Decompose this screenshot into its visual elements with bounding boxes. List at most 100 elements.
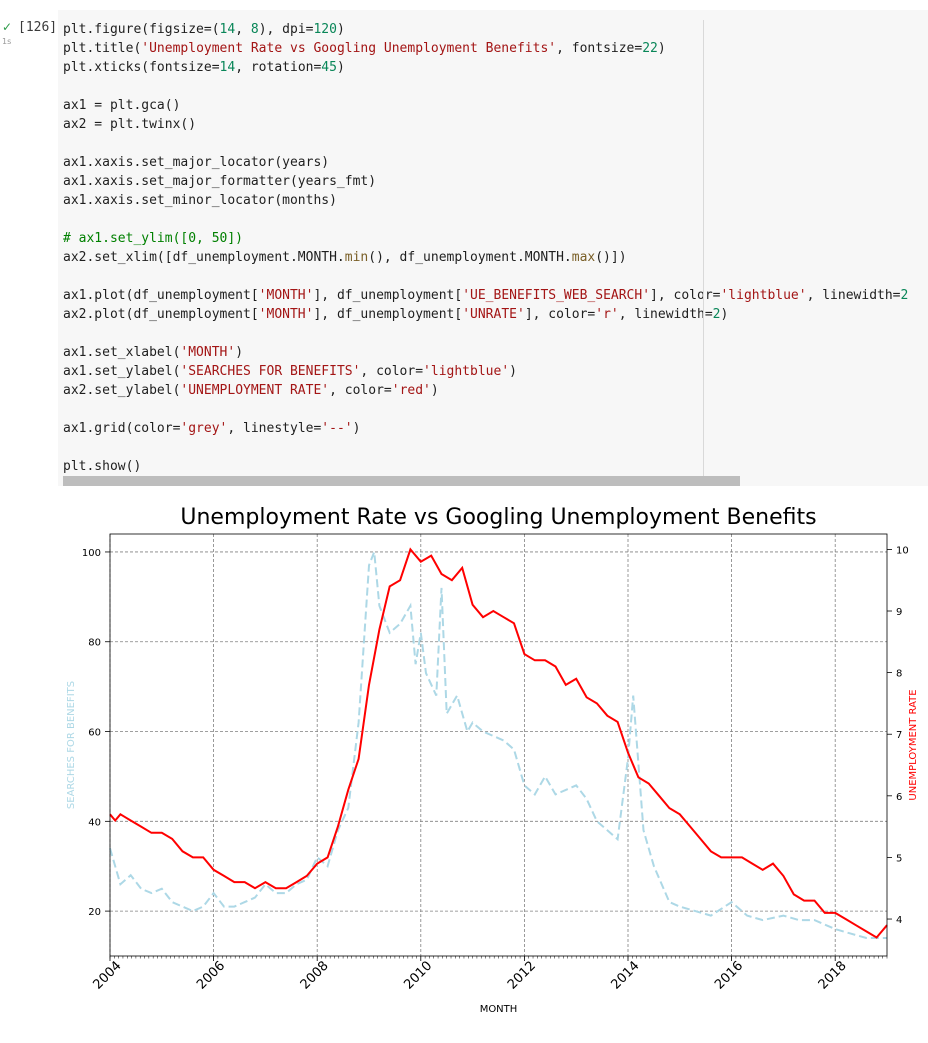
code-token: 120 — [313, 22, 337, 37]
code-token: ) — [720, 307, 729, 322]
code-token: 'UNEMPLOYMENT RATE' — [180, 383, 330, 398]
code-line[interactable]: ax1.xaxis.set_major_locator(years) — [63, 153, 908, 172]
code-line[interactable] — [63, 77, 908, 96]
code-token: , fontsize= — [556, 41, 643, 56]
code-token: 14 — [219, 60, 236, 75]
code-token: 'MONTH' — [180, 345, 236, 360]
y-left-tick-label: 80 — [88, 638, 101, 649]
code-line[interactable]: plt.show() — [63, 457, 908, 476]
code-token: plt.show() — [63, 459, 142, 474]
code-token: ax1.set_ylabel( — [63, 364, 181, 379]
code-line[interactable]: ax1.xaxis.set_major_formatter(years_fmt) — [63, 172, 908, 191]
check-icon: ✓ — [2, 20, 13, 34]
code-token: 2 — [712, 307, 721, 322]
series-line-searches — [109, 551, 887, 939]
code-line[interactable]: ax1.grid(color='grey', linestyle='--') — [63, 419, 908, 438]
code-line[interactable]: ax2.set_xlim([df_unemployment.MONTH.min(… — [63, 248, 908, 267]
code-token: ax1 = plt.gca() — [63, 98, 181, 113]
chart-grid — [109, 534, 887, 956]
code-token: # ax1.set_ylim([0, 50]) — [63, 231, 244, 246]
y-left-tick-label: 20 — [88, 907, 101, 918]
code-line[interactable] — [63, 400, 908, 419]
code-line[interactable]: ax1.set_ylabel('SEARCHES FOR BENEFITS', … — [63, 362, 908, 381]
code-token: , linewidth= — [806, 288, 901, 303]
code-text[interactable]: plt.figure(figsize=(14, 8), dpi=120) plt.… — [63, 20, 908, 476]
code-line[interactable]: plt.title('Unemployment Rate vs Googling… — [63, 39, 908, 58]
code-token: 'UE_BENEFITS_WEB_SEARCH' — [462, 288, 651, 303]
code-token: (), df_unemployment.MONTH. — [368, 250, 572, 265]
code-token: plt.xticks(fontsize= — [63, 60, 220, 75]
y-right-tick-label: 10 — [896, 545, 909, 556]
code-line[interactable] — [63, 210, 908, 229]
code-token: 'UNRATE' — [462, 307, 525, 322]
y-axis-label-left: SEARCHES FOR BENEFITS — [66, 681, 77, 809]
code-line[interactable]: ax2 = plt.twinx() — [63, 115, 908, 134]
code-token: ) — [336, 60, 345, 75]
plot-frame — [109, 533, 888, 957]
x-tick-label: 2004 — [91, 959, 125, 993]
code-token: ax1.plot(df_unemployment[ — [63, 288, 259, 303]
code-token: 'lightblue' — [720, 288, 807, 303]
code-token: ax2.plot(df_unemployment[ — [63, 307, 259, 322]
code-token: plt.title( — [63, 41, 142, 56]
code-token: ax1.xaxis.set_major_formatter(years_fmt) — [63, 174, 377, 189]
code-line[interactable]: ax1 = plt.gca() — [63, 96, 908, 115]
x-axis-label: MONTH — [480, 1004, 518, 1015]
code-token: 'r' — [595, 307, 619, 322]
execution-count: [126] — [18, 20, 58, 35]
y-right-tick-label: 7 — [896, 730, 902, 741]
code-editor[interactable]: plt.figure(figsize=(14, 8), dpi=120) plt.… — [58, 10, 928, 486]
code-token: , color= — [360, 364, 424, 379]
x-tick-label: 2014 — [609, 959, 643, 993]
chart-title: Unemployment Rate vs Googling Unemployme… — [180, 505, 816, 530]
code-token: 'SEARCHES FOR BENEFITS' — [180, 364, 361, 379]
code-token: ) — [430, 383, 439, 398]
code-token: 'red' — [391, 383, 431, 398]
series-line-unemployment-rate — [109, 547, 888, 939]
code-token: 'lightblue' — [423, 364, 510, 379]
code-token: min — [344, 250, 369, 265]
code-line[interactable]: ax1.xaxis.set_minor_locator(months) — [63, 191, 908, 210]
code-line[interactable]: ax2.set_ylabel('UNEMPLOYMENT RATE', colo… — [63, 381, 908, 400]
y-right-tick-label: 9 — [896, 607, 902, 618]
x-tick-label: 2018 — [816, 959, 850, 993]
code-token: 'MONTH' — [258, 288, 314, 303]
code-line[interactable]: ax1.set_xlabel('MONTH') — [63, 343, 908, 362]
code-line[interactable] — [63, 134, 908, 153]
x-tick-label: 2006 — [194, 959, 228, 993]
code-token: ()]) — [595, 250, 627, 265]
code-token: 45 — [321, 60, 337, 75]
code-token: ax2 = plt.twinx() — [63, 117, 197, 132]
code-token: 'grey' — [180, 421, 228, 436]
code-token: , linewidth= — [618, 307, 713, 322]
code-line[interactable] — [63, 267, 908, 286]
horizontal-scrollbar[interactable] — [63, 476, 740, 486]
code-token: , rotation= — [235, 60, 322, 75]
code-line[interactable]: ax1.plot(df_unemployment['MONTH'], df_un… — [63, 286, 908, 305]
code-token: plt.figure(figsize=( — [63, 22, 220, 37]
x-tick-label: 2008 — [298, 959, 332, 993]
code-line[interactable]: plt.xticks(fontsize=14, rotation=45) — [63, 58, 908, 77]
code-line[interactable]: # ax1.set_ylim([0, 50]) — [63, 229, 908, 248]
output-chart: 2004 2006 2008 2010 2012 2014 2016 2018 20 40 60 80… — [66, 505, 919, 1015]
code-token: ax1.grid(color= — [63, 421, 181, 436]
code-token: ) — [509, 364, 517, 379]
code-token: ) — [352, 421, 361, 436]
x-tick-label: 2012 — [505, 959, 539, 993]
editor-ruler — [703, 20, 704, 486]
code-token: 8 — [250, 22, 259, 37]
code-token: 2 — [900, 288, 909, 303]
code-token: ) — [235, 345, 244, 360]
notebook-code-cell[interactable]: ✓ 1s [126] plt.figure(figsize=(14, 8), d… — [0, 0, 928, 486]
code-token: max — [571, 250, 596, 265]
code-token: ax1.set_xlabel( — [63, 345, 181, 360]
code-line[interactable] — [63, 324, 908, 343]
code-token: ], df_unemployment[ — [313, 307, 463, 322]
code-token: , linestyle= — [227, 421, 322, 436]
code-token: 'Unemployment Rate vs Googling Unemploym… — [141, 41, 557, 56]
code-line[interactable]: ax2.plot(df_unemployment['MONTH'], df_un… — [63, 305, 908, 324]
code-token: ], color= — [524, 307, 596, 322]
y-right-tick-label: 8 — [896, 669, 902, 680]
code-line[interactable] — [63, 438, 908, 457]
code-line[interactable]: plt.figure(figsize=(14, 8), dpi=120) — [63, 20, 908, 39]
